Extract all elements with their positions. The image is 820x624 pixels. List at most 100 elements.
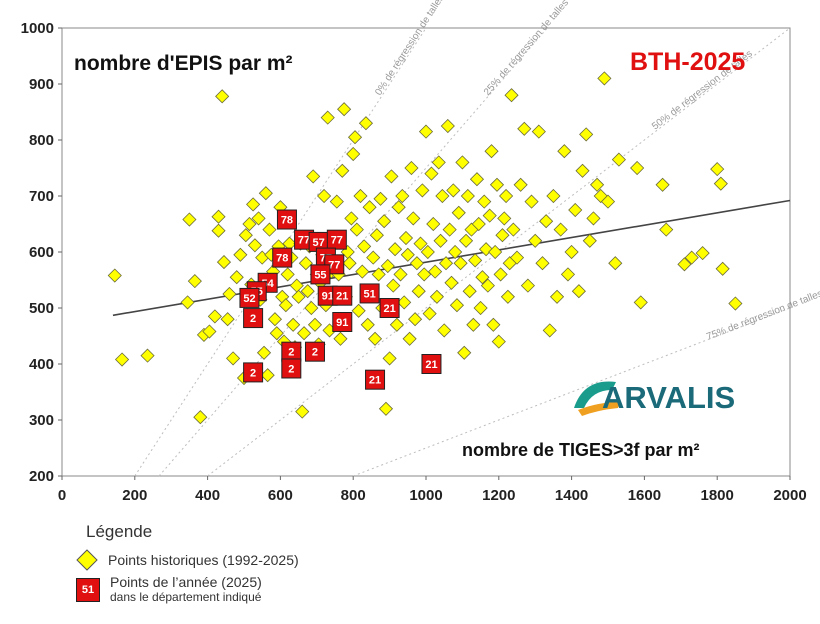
historic-point xyxy=(306,169,321,184)
historic-point xyxy=(256,345,272,360)
historic-point xyxy=(242,216,257,232)
historic-point xyxy=(575,163,590,178)
arvalis-logo: ARVALIS xyxy=(568,372,778,422)
historic-point xyxy=(384,169,399,184)
y-tick-label: 500 xyxy=(29,300,54,317)
historic-point xyxy=(433,233,448,248)
historic-point xyxy=(429,289,444,304)
year-point-label: 21 xyxy=(336,291,348,303)
year-point-marker xyxy=(243,362,264,383)
x-tick-label: 600 xyxy=(268,487,293,504)
historic-point xyxy=(373,191,388,206)
historic-point xyxy=(269,326,284,341)
historic-point xyxy=(564,244,579,260)
year-point-label: 2 xyxy=(288,363,294,375)
historic-point xyxy=(468,253,483,268)
historic-point xyxy=(600,194,616,209)
historic-point xyxy=(466,317,481,332)
year-point: 2 xyxy=(243,308,264,329)
historic-point xyxy=(460,188,475,204)
x-tick-label: 200 xyxy=(122,487,147,504)
year-point-marker xyxy=(243,308,264,329)
historic-point xyxy=(280,267,295,282)
historic-point xyxy=(431,155,446,170)
historic-point xyxy=(378,401,394,416)
historic-point xyxy=(278,298,293,313)
year-point-label: 78 xyxy=(276,253,288,265)
historic-point xyxy=(695,246,710,261)
historic-point xyxy=(571,284,586,299)
historic-point xyxy=(553,222,568,237)
historic-point xyxy=(500,289,515,304)
year-point: 21 xyxy=(379,298,400,318)
year-point-label: 91 xyxy=(336,317,348,329)
historic-point xyxy=(398,230,414,246)
historic-point xyxy=(542,323,557,338)
historic-point xyxy=(220,312,235,327)
historic-point xyxy=(295,404,310,419)
historic-point xyxy=(304,300,319,316)
historic-point xyxy=(438,256,454,271)
legend-historic-label: Points historiques (1992-2025) xyxy=(108,552,299,568)
historic-point xyxy=(333,331,348,346)
year-point-marker xyxy=(421,354,442,374)
historic-point xyxy=(557,144,572,159)
historic-point xyxy=(597,71,612,86)
year-point: 51 xyxy=(359,283,380,304)
historic-point xyxy=(493,267,508,282)
x-tick-label: 0 xyxy=(58,487,66,504)
historic-point xyxy=(404,160,419,176)
historic-point xyxy=(568,202,583,218)
year-point: 21 xyxy=(421,354,442,374)
historic-point xyxy=(462,284,477,299)
year-point-marker xyxy=(239,287,260,308)
year-point-marker xyxy=(281,358,302,379)
historic-point xyxy=(182,212,197,227)
y-tick-label: 400 xyxy=(29,356,54,373)
historic-point xyxy=(473,300,488,316)
historic-point xyxy=(296,326,312,341)
historic-point xyxy=(358,116,374,131)
historic-point xyxy=(420,244,435,260)
historic-point xyxy=(582,233,597,248)
historic-point xyxy=(480,278,495,293)
historic-point xyxy=(369,228,384,243)
historic-point xyxy=(180,295,195,310)
historic-point xyxy=(489,177,505,192)
y-axis: 200 300 400 500 600 700 800 900 1000 xyxy=(21,20,62,485)
historic-point xyxy=(422,306,437,321)
historic-point xyxy=(187,274,202,289)
y-tick-label: 1000 xyxy=(21,20,54,37)
historic-point xyxy=(335,163,350,178)
historic-point xyxy=(440,118,455,134)
historic-point xyxy=(469,172,485,187)
year-point-label: 55 xyxy=(314,269,326,281)
historic-point xyxy=(520,278,535,293)
x-tick-label: 800 xyxy=(341,487,366,504)
year-point-label: 91 xyxy=(322,291,334,303)
historic-point xyxy=(382,351,397,366)
y-tick-label: 700 xyxy=(29,188,54,205)
year-point-marker xyxy=(332,285,353,306)
year-point-label: 77 xyxy=(328,259,340,271)
historic-point xyxy=(114,352,130,367)
historic-point xyxy=(458,233,474,248)
year-point: 78 xyxy=(272,247,293,268)
y-tick-label: 200 xyxy=(29,468,54,485)
historic-point xyxy=(495,228,510,243)
year-point: 2 xyxy=(281,341,302,362)
year-point-label: 21 xyxy=(383,303,395,315)
historic-point xyxy=(207,309,222,324)
legend-year-sublabel: dans le département indiqué xyxy=(110,590,262,604)
historic-point xyxy=(411,284,426,299)
year-point-marker xyxy=(276,209,297,230)
historic-point xyxy=(471,216,486,232)
historic-point xyxy=(362,200,377,215)
historic-point xyxy=(677,257,692,272)
historic-point xyxy=(222,286,237,302)
year-point-marker xyxy=(379,298,400,318)
year-point: 52 xyxy=(239,287,260,308)
historic-point xyxy=(513,177,528,192)
historic-point xyxy=(428,264,443,279)
historic-point xyxy=(659,222,674,237)
